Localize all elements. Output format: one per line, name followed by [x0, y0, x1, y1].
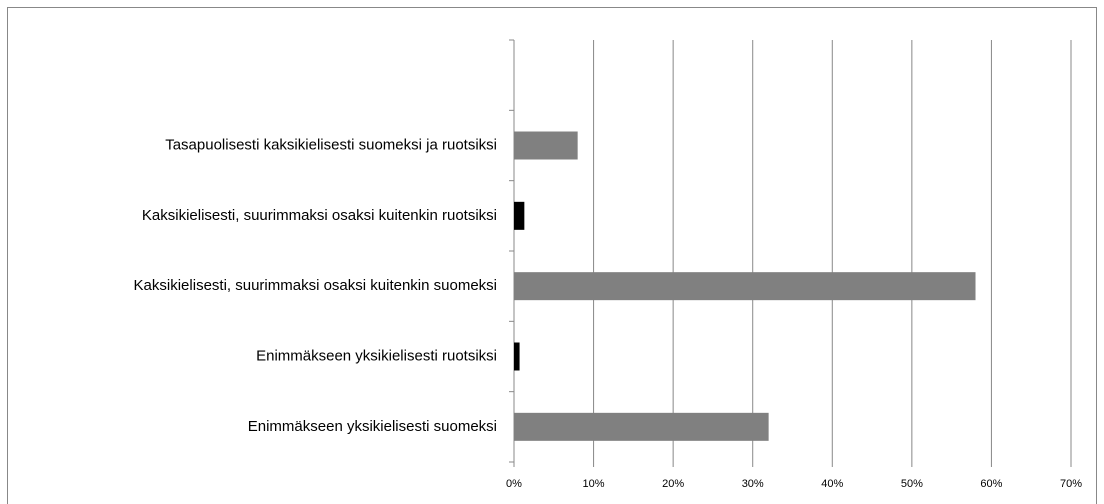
- bar: [514, 201, 525, 230]
- y-tick-label: Kaksikielisesti, suurimmaksi osaksi kuit…: [142, 207, 497, 224]
- x-tick-label: 10%: [583, 478, 605, 490]
- bar: [514, 342, 520, 371]
- bar: [514, 131, 578, 160]
- x-tick-label: 50%: [901, 478, 923, 490]
- y-tick-label: Enimmäkseen yksikielisesti ruotsiksi: [256, 347, 497, 364]
- bar: [514, 412, 769, 441]
- y-tick-label: Kaksikielisesti, suurimmaksi osaksi kuit…: [134, 277, 497, 294]
- x-tick-label: 60%: [980, 478, 1002, 490]
- y-tick-label: Tasapuolisesti kaksikielisesti suomeksi …: [165, 136, 497, 153]
- x-tick-label: 30%: [742, 478, 764, 490]
- x-tick-label: 20%: [662, 478, 684, 490]
- x-tick-label: 0%: [506, 478, 522, 490]
- y-tick-label: Enimmäkseen yksikielisesti suomeksi: [248, 418, 497, 435]
- x-tick-label: 70%: [1060, 478, 1082, 490]
- x-tick-label: 40%: [821, 478, 843, 490]
- bar: [514, 272, 976, 301]
